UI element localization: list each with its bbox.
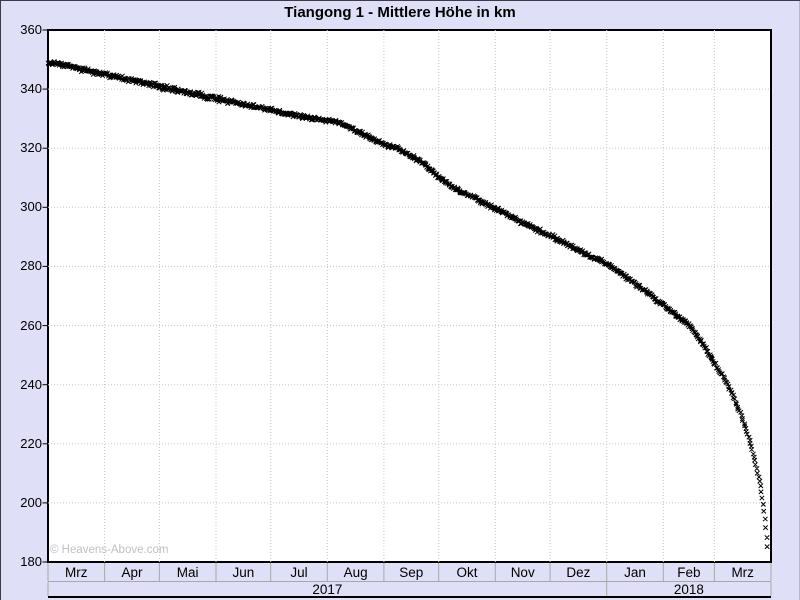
x-axis-month-label: Jun [232, 565, 255, 580]
x-axis-month-label: Jan [624, 565, 646, 580]
y-axis-tick-label: 220 [20, 435, 42, 451]
watermark: © Heavens-Above.com [50, 544, 169, 556]
x-axis-month-label: Mrz [65, 565, 88, 580]
y-axis-tick-label: 340 [20, 81, 42, 97]
x-axis-month-label: Mrz [731, 565, 754, 580]
data-series-markers [45, 59, 770, 550]
x-axis-year-label: 2017 [312, 582, 343, 597]
x-axis-month-label: Aug [343, 565, 368, 580]
y-axis-tick-label: 320 [20, 140, 42, 156]
chart-title: Tiangong 1 - Mittlere Höhe in km [284, 4, 516, 21]
y-axis-tick-label: 360 [20, 22, 42, 37]
x-axis-month-label: Nov [510, 565, 535, 580]
x-axis-month-label: Apr [121, 565, 143, 580]
x-axis-month-label: Sep [399, 565, 424, 580]
y-axis-tick-label: 180 [20, 554, 42, 569]
x-axis-month-label: Dez [566, 565, 591, 580]
y-axis-tick-label: 260 [20, 317, 42, 333]
y-axis-tick-label: 240 [20, 376, 42, 392]
x-axis-year-label: 2018 [673, 582, 704, 597]
y-axis-tick-label: 200 [20, 494, 42, 510]
x-axis-month-label: Feb [677, 565, 701, 580]
y-axis-tick-label: 300 [20, 199, 42, 215]
x-axis-month-label: Okt [456, 565, 478, 580]
x-axis-month-label: Jul [290, 565, 308, 580]
x-axis-month-label: Mai [176, 565, 199, 580]
y-axis-tick-label: 280 [20, 258, 42, 274]
